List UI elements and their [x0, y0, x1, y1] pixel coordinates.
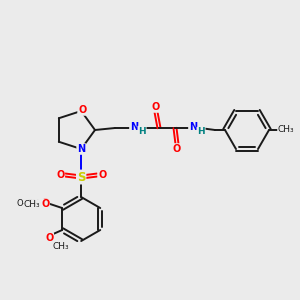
Text: N: N	[189, 122, 197, 132]
Text: N: N	[130, 122, 138, 132]
Text: N: N	[77, 144, 85, 154]
Text: O–CH₃: O–CH₃	[17, 199, 43, 208]
Text: O: O	[56, 170, 64, 180]
Text: S: S	[77, 170, 85, 184]
Text: O: O	[152, 102, 160, 112]
Text: O: O	[40, 198, 48, 208]
Text: O: O	[78, 105, 86, 115]
Text: O: O	[173, 144, 181, 154]
Text: O: O	[41, 199, 49, 209]
Text: H: H	[138, 127, 146, 136]
Text: CH₃: CH₃	[278, 125, 294, 134]
Text: O: O	[45, 233, 53, 243]
Text: H: H	[197, 128, 205, 136]
Text: O: O	[98, 170, 106, 180]
Text: CH₃: CH₃	[53, 242, 69, 250]
Text: CH₃: CH₃	[24, 200, 40, 208]
